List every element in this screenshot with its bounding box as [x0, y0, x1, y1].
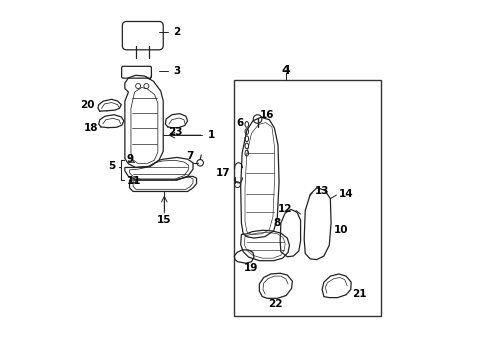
- Text: 22: 22: [268, 299, 283, 309]
- Text: 2: 2: [173, 27, 180, 37]
- Text: 15: 15: [157, 215, 171, 225]
- Text: 1: 1: [207, 130, 215, 140]
- Text: 13: 13: [315, 186, 329, 197]
- Text: 5: 5: [108, 161, 115, 171]
- Text: 16: 16: [260, 111, 274, 121]
- Text: 17: 17: [216, 168, 231, 178]
- Text: 6: 6: [236, 118, 244, 128]
- Text: 19: 19: [245, 263, 259, 273]
- Text: 4: 4: [282, 64, 291, 77]
- Text: 11: 11: [126, 176, 141, 186]
- Text: 12: 12: [278, 204, 293, 214]
- Text: 3: 3: [173, 66, 180, 76]
- Text: 20: 20: [80, 100, 95, 111]
- Bar: [234, 80, 381, 316]
- Text: 9: 9: [126, 154, 134, 164]
- Text: 21: 21: [353, 289, 367, 299]
- Text: 10: 10: [334, 225, 348, 235]
- Text: 8: 8: [273, 218, 281, 228]
- Text: 23: 23: [168, 127, 182, 136]
- Text: 14: 14: [339, 189, 354, 199]
- Text: 18: 18: [83, 123, 98, 133]
- Text: 7: 7: [187, 150, 194, 161]
